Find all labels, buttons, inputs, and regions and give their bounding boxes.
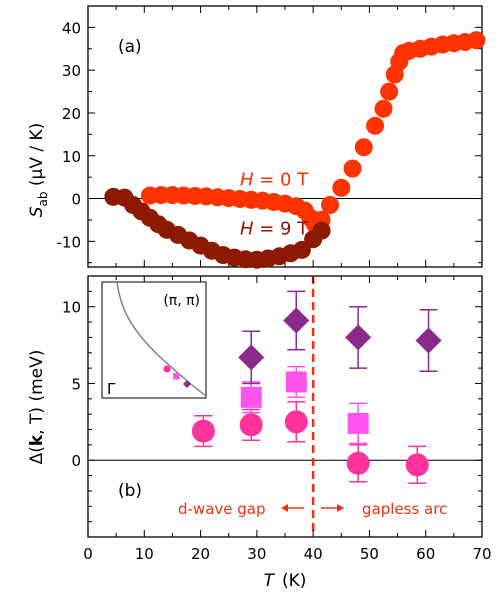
y-tick-label: 0 — [71, 191, 81, 209]
inset-circle-marker — [163, 365, 171, 373]
annotation-symbol: H — [240, 169, 254, 190]
y-label-subscript: ab — [36, 192, 50, 207]
data-point-square — [285, 371, 307, 393]
panel-b-label: (b) — [118, 481, 142, 501]
panel-a-label: (a) — [118, 37, 142, 57]
series-squares — [240, 365, 369, 445]
series-circles — [191, 401, 429, 485]
panel-a-annotations: H = 0 TH = 9 T — [240, 169, 309, 239]
y-label-pre: Δ( — [27, 446, 47, 464]
data-point — [354, 138, 373, 157]
x-tick-label: 50 — [360, 545, 379, 563]
data-point — [292, 240, 311, 259]
data-point — [467, 31, 486, 50]
data-point — [343, 159, 362, 178]
y-label-unit: (μV / K) — [27, 123, 47, 186]
left-arrow-icon — [281, 504, 304, 512]
series-annotation-0: H = 0 T — [240, 169, 309, 190]
x-axis-label: T (K) — [264, 571, 307, 591]
x-tick-label: 40 — [304, 545, 323, 563]
data-point — [332, 178, 351, 197]
series-H0 — [140, 31, 486, 234]
data-point — [380, 82, 399, 101]
y-tick-label: 10 — [62, 148, 81, 166]
y-tick-label: 0 — [71, 452, 81, 470]
data-point-circle — [284, 410, 308, 434]
x-tick-label: 70 — [472, 545, 491, 563]
inset-square-marker — [173, 373, 180, 380]
data-point — [312, 221, 331, 240]
y-tick-label: -10 — [57, 233, 82, 251]
fermi-surface-inset: (π, π) Γ — [101, 281, 207, 399]
inset-frame — [101, 281, 207, 399]
data-point-circle — [239, 413, 263, 437]
y-tick-label: 30 — [62, 62, 81, 80]
data-point-diamond — [283, 307, 310, 334]
data-point-square — [240, 386, 262, 408]
series-annotation-1: H = 9 T — [240, 218, 309, 239]
x-tick-label: 30 — [247, 545, 266, 563]
panel-a-ticks — [87, 5, 483, 267]
y-tick-label: 5 — [71, 375, 81, 393]
region-label-d-wave-gap: d-wave gap — [178, 500, 266, 518]
right-arrow-icon — [321, 504, 344, 512]
x-tick-label: 60 — [416, 545, 435, 563]
data-point-square — [347, 412, 369, 434]
panel-b-x-tick-labels: 0 10 20 30 40 50 60 70 — [83, 545, 491, 563]
series-diamonds — [238, 290, 442, 385]
inset-diamond-marker — [183, 380, 191, 388]
data-point-circle — [346, 451, 370, 475]
data-point-diamond — [415, 327, 442, 354]
y-label-symbol: S — [27, 206, 47, 217]
annotation-symbol: H — [240, 218, 254, 239]
x-tick-label: 10 — [135, 545, 154, 563]
x-tick-label: 0 — [83, 545, 93, 563]
panel-a-y-tick-labels: -10 0 10 20 30 40 — [57, 19, 82, 251]
data-point — [366, 116, 385, 135]
panel-a-y-axis-label: Sab (μV / K) — [27, 123, 50, 218]
inset-corner-label: (π, π) — [163, 293, 200, 309]
panel-b-ticks — [87, 275, 483, 538]
inset-origin-label: Γ — [107, 380, 116, 398]
annotation-value: = 0 T — [254, 169, 310, 190]
data-point-circle — [191, 419, 215, 443]
panel-b-y-tick-labels: 0 5 10 — [62, 299, 81, 471]
panel-b-series — [191, 290, 442, 485]
panel-b: 0 5 10 0 10 20 30 40 50 60 70 (b) d-wave gap gapl… — [27, 275, 492, 591]
panel-a-series — [104, 31, 486, 269]
y-tick-label: 10 — [62, 299, 81, 317]
series-H9 — [104, 187, 331, 269]
x-tick-label: 20 — [191, 545, 210, 563]
data-point-diamond — [345, 324, 372, 351]
y-label-post: , T) (meV) — [27, 350, 47, 435]
y-tick-label: 40 — [62, 19, 81, 37]
data-point-circle — [405, 453, 429, 477]
data-point — [374, 99, 393, 118]
fermi-surface-curve — [116, 281, 207, 397]
data-point-diamond — [238, 344, 265, 371]
region-label-gapless-arc: gapless arc — [362, 500, 447, 518]
x-label-symbol: T — [264, 571, 276, 591]
panel-b-y-axis-label: Δ(k, T) (meV) — [27, 350, 47, 465]
data-point — [321, 195, 340, 214]
y-tick-label: 20 — [62, 105, 81, 123]
annotation-value: = 9 T — [254, 218, 310, 239]
y-label-bold: k — [27, 434, 47, 446]
x-label-unit: (K) — [282, 571, 306, 591]
